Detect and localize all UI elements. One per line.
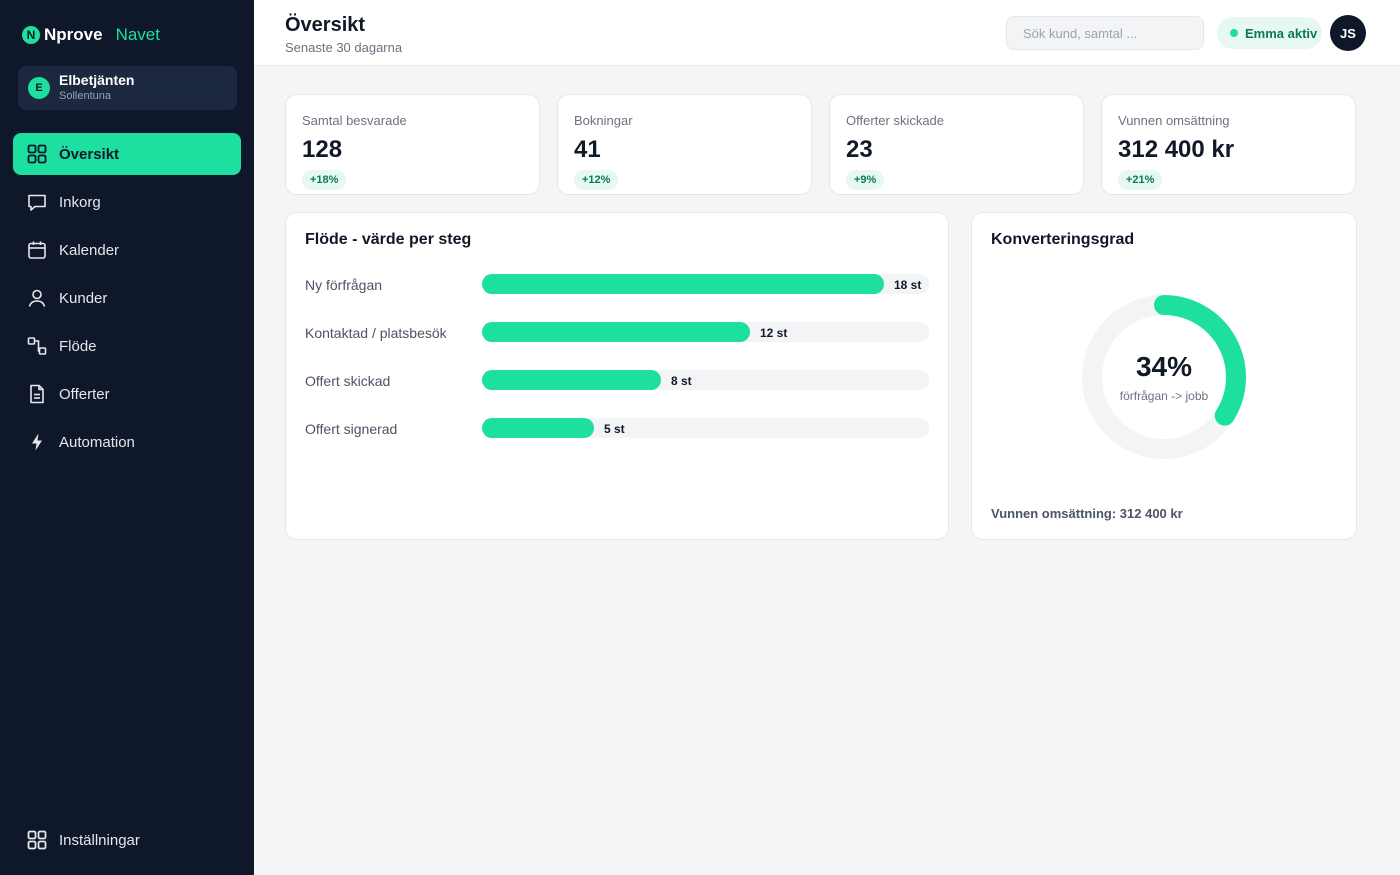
- kpi-value: 128: [302, 136, 343, 163]
- flow-step: Ny förfrågan 18 st: [286, 274, 950, 294]
- top-header: Översikt Senaste 30 dagarna Emma aktiv J…: [254, 0, 1400, 66]
- flow-bar-track: 5 st: [482, 418, 929, 438]
- conversion-percent: 34%: [1135, 351, 1193, 382]
- conversion-donut: 34% förfrågan -> jobb: [1081, 294, 1247, 460]
- sidebar-item-inkorg[interactable]: Inkorg: [13, 181, 241, 223]
- flow-bar-track: 8 st: [482, 370, 929, 390]
- sidebar-item-label: Kunder: [59, 289, 108, 307]
- org-name: Elbetjänten: [59, 72, 135, 88]
- kpi-value: 41: [574, 136, 601, 163]
- sidebar-item-flode[interactable]: Flöde: [13, 325, 241, 367]
- chat-icon: [26, 191, 48, 213]
- sidebar-item-installningar[interactable]: Inställningar: [13, 819, 241, 861]
- flow-bar-fill: [482, 274, 884, 294]
- sidebar: N Nprove Navet E Elbetjänten Sollentuna …: [0, 0, 254, 875]
- flow-step-value: 8 st: [671, 374, 692, 388]
- kpi-delta-badge: +12%: [574, 170, 619, 190]
- grid-icon: [26, 143, 48, 165]
- kpi-label: Samtal besvarade: [302, 113, 407, 128]
- flow-step-value: 12 st: [760, 326, 788, 340]
- status-label: Emma aktiv: [1245, 25, 1318, 41]
- kpi-delta-badge: +9%: [846, 170, 885, 190]
- page-title: Översikt: [285, 14, 366, 36]
- kpi-delta-badge: +21%: [1118, 170, 1163, 190]
- flow-step-label: Offert skickad: [305, 373, 391, 389]
- flow-bar-fill: [482, 370, 661, 390]
- brand-logo-icon: N: [22, 26, 40, 44]
- flow-step-value: 18 st: [894, 278, 922, 292]
- sidebar-item-label: Offerter: [59, 385, 110, 403]
- flow-step: Kontaktad / platsbesök 12 st: [286, 322, 950, 342]
- kpi-card-omsattning: Vunnen omsättning 312 400 kr +21%: [1101, 94, 1356, 195]
- sidebar-item-label: Översikt: [59, 145, 120, 163]
- sidebar-item-kunder[interactable]: Kunder: [13, 277, 241, 319]
- flow-card-title: Flöde - värde per steg: [305, 231, 472, 248]
- sidebar-item-label: Inställningar: [59, 831, 140, 849]
- document-icon: [26, 383, 48, 405]
- org-location: Sollentuna: [59, 90, 111, 102]
- sidebar-item-label: Kalender: [59, 241, 120, 259]
- user-avatar[interactable]: JS: [1330, 15, 1366, 51]
- flow-step: Offert skickad 8 st: [286, 370, 950, 390]
- sidebar-item-offerter[interactable]: Offerter: [13, 373, 241, 415]
- flow-icon: [26, 335, 48, 357]
- flow-bar-track: 12 st: [482, 322, 929, 342]
- kpi-card-bokningar: Bokningar 41 +12%: [557, 94, 812, 195]
- sidebar-item-oversikt[interactable]: Översikt: [13, 133, 241, 175]
- brand[interactable]: N Nprove Navet: [22, 25, 160, 45]
- kpi-value: 23: [846, 136, 873, 163]
- conversion-footer: Vunnen omsättning: 312 400 kr: [991, 506, 1183, 521]
- donut-progress: [1082, 295, 1246, 459]
- search-input[interactable]: [1006, 16, 1204, 50]
- flow-bar-fill: [482, 322, 750, 342]
- status-dot-icon: [1230, 29, 1238, 37]
- brand-name: Nprove: [44, 25, 103, 44]
- flow-bar-fill: [482, 418, 594, 438]
- sidebar-item-kalender[interactable]: Kalender: [13, 229, 241, 271]
- flow-step-label: Kontaktad / platsbesök: [305, 325, 447, 341]
- kpi-card-samtal: Samtal besvarade 128 +18%: [285, 94, 540, 195]
- flow-step-value: 5 st: [604, 422, 625, 436]
- bolt-icon: [26, 431, 48, 453]
- conversion-caption: förfrågan -> jobb: [1119, 389, 1209, 403]
- brand-product: Navet: [115, 25, 160, 44]
- flow-step: Offert signerad 5 st: [286, 418, 950, 438]
- calendar-icon: [26, 239, 48, 261]
- org-switcher[interactable]: E Elbetjänten Sollentuna: [18, 66, 237, 110]
- conversion-card-title: Konverteringsgrad: [991, 231, 1135, 248]
- sidebar-item-automation[interactable]: Automation: [13, 421, 241, 463]
- conversion-card: Konverteringsgrad 34% förfrågan -> jobb …: [971, 212, 1357, 540]
- kpi-label: Bokningar: [574, 113, 633, 128]
- kpi-delta-badge: +18%: [302, 170, 347, 190]
- kpi-card-offerter: Offerter skickade 23 +9%: [829, 94, 1084, 195]
- sidebar-item-label: Automation: [59, 433, 135, 451]
- kpi-value: 312 400 kr: [1118, 136, 1235, 163]
- flow-step-label: Ny förfrågan: [305, 277, 383, 293]
- grid-icon: [26, 829, 48, 851]
- flow-step-label: Offert signerad: [305, 421, 398, 437]
- sidebar-item-label: Flöde: [59, 337, 97, 355]
- kpi-label: Vunnen omsättning: [1118, 113, 1230, 128]
- org-avatar: E: [28, 77, 50, 99]
- kpi-label: Offerter skickade: [846, 113, 945, 128]
- page-subtitle: Senaste 30 dagarna: [285, 40, 403, 55]
- flow-bar-track: 18 st: [482, 274, 929, 294]
- flow-card: Flöde - värde per steg Ny förfrågan 18 s…: [285, 212, 949, 540]
- sidebar-item-label: Inkorg: [59, 193, 101, 211]
- user-icon: [26, 287, 48, 309]
- assistant-status-badge[interactable]: Emma aktiv: [1217, 17, 1322, 49]
